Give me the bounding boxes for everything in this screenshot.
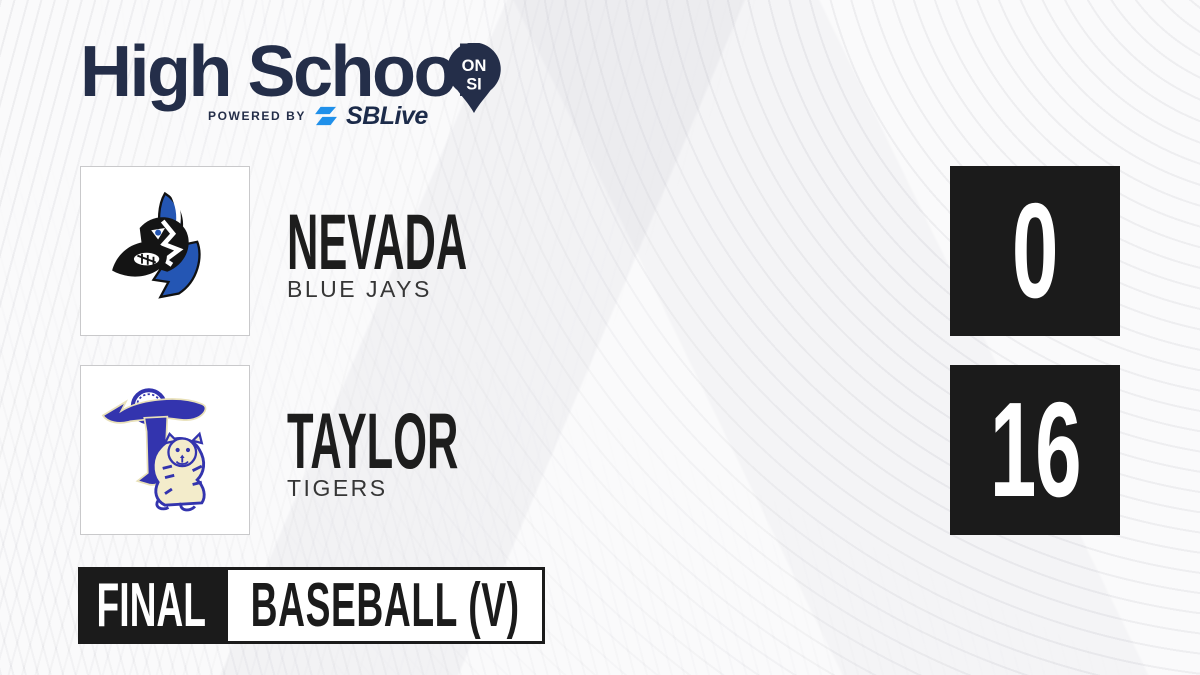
taylor-tigers-logo-icon [101,388,207,512]
taylor-logo-box [80,365,250,535]
powered-by-row: POWERED BY SBLive [208,102,428,130]
nevada-logo-box [80,166,250,336]
team-name: NEVADA [287,197,468,286]
on-si-pin-icon: ON SI [447,43,501,113]
team-mascot: BLUE JAYS [287,276,432,302]
pin-text-top: ON [462,57,487,75]
score-value: 16 [989,373,1082,525]
score-value: 0 [1012,174,1059,326]
sblive-bolt-icon [315,106,337,126]
event-badge: BASEBALL (V) [225,567,545,644]
team-mascot: TIGERS [287,475,388,501]
status-badge: FINAL [78,567,225,644]
brand-title: High School [80,32,475,112]
taylor-score-box: 16 [950,365,1120,535]
pin-text-bottom: SI [466,75,482,93]
nevada-blue-jays-logo-icon [112,191,201,299]
event-label: BASEBALL (V) [250,570,520,640]
team-name: TAYLOR [287,396,459,485]
status-label: FINAL [96,570,207,640]
sblive-wordmark: SBLive [346,101,428,130]
nevada-score-box: 0 [950,166,1120,336]
powered-by-label: POWERED BY [208,109,307,123]
